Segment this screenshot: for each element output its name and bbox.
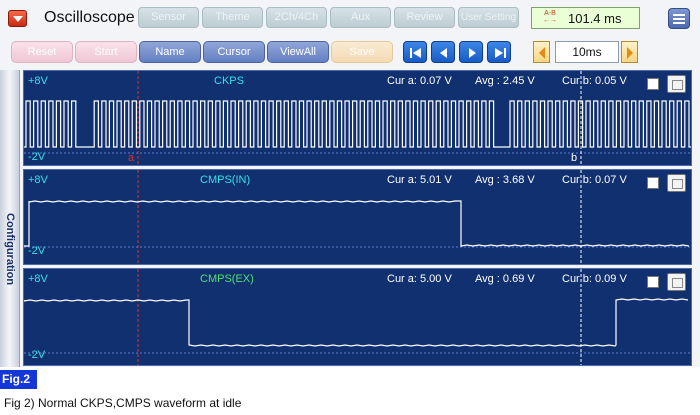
app-title: Oscilloscope <box>44 9 135 26</box>
ckps-trace <box>24 100 691 148</box>
cmps-in-cursor-a-value: Cur a: 5.01 V <box>387 174 452 186</box>
cmps-ex-trace <box>24 298 689 347</box>
tab-theme[interactable]: Theme <box>202 7 263 28</box>
tab-2ch-4ch[interactable]: 2Ch/4Ch <box>266 7 327 28</box>
time-div-increase-button[interactable] <box>621 41 638 63</box>
cmps-in-channel-name: CMPS(IN) <box>200 174 251 186</box>
cmps-in-checkbox[interactable] <box>647 177 659 189</box>
cursor-a-marker[interactable]: a <box>128 152 135 164</box>
configuration-sidebar-tab[interactable]: Configuration <box>0 70 20 367</box>
ckps-channel-name: CKPS <box>214 75 244 87</box>
cmps-in-cursor-b-value: Cur b: 0.07 V <box>562 174 627 186</box>
start-button[interactable]: Start <box>75 41 137 63</box>
cmps-ex-vmin-label: -2V <box>28 349 46 361</box>
ckps-checkbox[interactable] <box>647 78 659 90</box>
channel-panel-cmps-ex[interactable]: +8V CMPS(EX) Cur a: 5.00 V Avg : 0.69 V … <box>23 268 692 366</box>
skip-first-icon[interactable] <box>403 41 427 63</box>
time-readout: A-B ←→ 101.4 ms <box>531 7 640 29</box>
ckps-vmin-label: -2V <box>28 151 46 163</box>
name-button[interactable]: Name <box>139 41 201 63</box>
ckps-average-value: Avg : 2.45 V <box>475 75 535 87</box>
cmps-ex-average-value: Avg : 0.69 V <box>475 273 535 285</box>
tab-sensor[interactable]: Sensor <box>138 7 199 28</box>
tab-user-setting[interactable]: User Setting <box>458 7 519 28</box>
viewall-button[interactable]: ViewAll <box>267 41 329 63</box>
cmps-ex-waveform <box>24 269 691 365</box>
configuration-label: Configuration <box>4 213 16 286</box>
cursor-b-marker[interactable]: b <box>571 152 578 164</box>
hamburger-menu-icon[interactable] <box>668 8 690 29</box>
ckps-expand-icon[interactable] <box>667 75 686 93</box>
tab-review[interactable]: Review <box>394 7 455 28</box>
time-div-decrease-button[interactable] <box>533 41 550 63</box>
app-menu-dropdown-button[interactable] <box>8 10 27 27</box>
channel-panel-cmps-in[interactable]: +8V CMPS(IN) Cur a: 5.01 V Avg : 3.68 V … <box>23 169 692 265</box>
step-forward-icon[interactable] <box>459 41 483 63</box>
ckps-cursor-a-value: Cur a: 0.07 V <box>387 75 452 87</box>
cmps-in-average-value: Avg : 3.68 V <box>475 174 535 186</box>
figure-label: Fig.2 <box>0 370 37 389</box>
cursor-button[interactable]: Cursor <box>203 41 265 63</box>
figure-caption: Fig 2) Normal CKPS,CMPS waveform at idle <box>4 396 242 410</box>
skip-last-icon[interactable] <box>487 41 511 63</box>
cmps-in-expand-icon[interactable] <box>667 174 686 192</box>
cmps-ex-expand-icon[interactable] <box>667 273 686 291</box>
ckps-vmax-label: +8V <box>28 75 48 87</box>
tab-aux[interactable]: Aux <box>330 7 391 28</box>
time-readout-value: 101.4 ms <box>568 11 622 26</box>
channel-panel-ckps[interactable]: +8V CKPS Cur a: 0.07 V Avg : 2.45 V Cur … <box>23 70 692 166</box>
ckps-waveform <box>24 71 691 165</box>
cmps-in-trace <box>24 200 690 247</box>
cmps-in-vmax-label: +8V <box>28 174 48 186</box>
cmps-ex-channel-name: CMPS(EX) <box>200 273 254 285</box>
oscilloscope-app: Oscilloscope Sensor Theme 2Ch/4Ch Aux Re… <box>0 0 700 367</box>
save-button[interactable]: Save <box>331 41 393 63</box>
cmps-ex-cursor-a-value: Cur a: 5.00 V <box>387 273 452 285</box>
ckps-cursor-b-value: Cur b: 0.05 V <box>562 75 627 87</box>
step-back-icon[interactable] <box>431 41 455 63</box>
reset-button[interactable]: Reset <box>11 41 73 63</box>
time-div-field[interactable]: 10ms <box>555 41 619 63</box>
cmps-ex-checkbox[interactable] <box>647 276 659 288</box>
ab-time-icon: A-B ←→ <box>543 10 557 24</box>
cmps-ex-vmax-label: +8V <box>28 273 48 285</box>
cmps-ex-cursor-b-value: Cur b: 0.09 V <box>562 273 627 285</box>
cmps-in-vmin-label: -2V <box>28 245 46 257</box>
cmps-in-waveform <box>24 170 691 264</box>
